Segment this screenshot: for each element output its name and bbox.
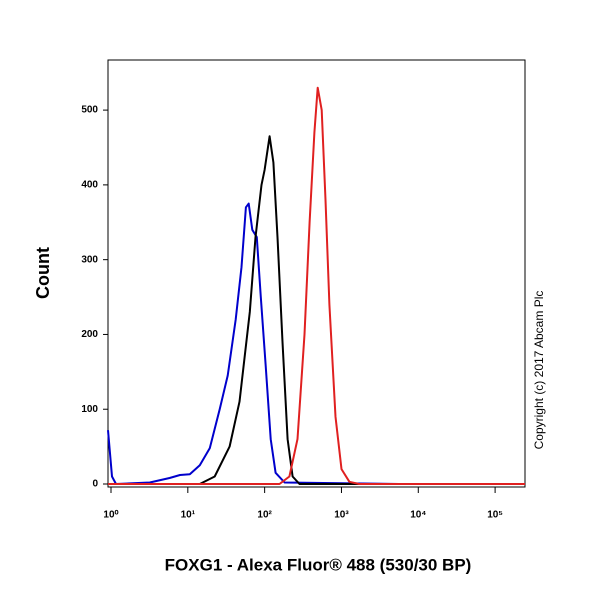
copyright: Copyright (c) 2017 Abcam Plc <box>532 291 546 450</box>
x-tick-label: 10⁴ <box>410 510 426 521</box>
x-tick-label: 10³ <box>334 510 349 521</box>
histogram-line <box>108 135 525 485</box>
y-axis-label: Count <box>33 247 53 299</box>
histogram-line <box>108 86 525 485</box>
histogram-line <box>107 202 525 485</box>
y-tick-label: 300 <box>81 254 98 265</box>
x-tick-label: 10⁰ <box>103 510 118 521</box>
y-tick-label: 100 <box>81 404 98 415</box>
x-tick-label: 10² <box>257 510 272 521</box>
y-tick-label: 0 <box>92 479 98 490</box>
plot-frame <box>107 59 526 488</box>
x-axis-label: FOXG1 - Alexa Fluor® 488 (530/30 BP) <box>165 555 472 574</box>
x-tick-label: 10¹ <box>181 510 196 521</box>
y-tick-label: 400 <box>81 180 98 191</box>
x-tick-label: 10⁵ <box>487 510 503 521</box>
y-tick-label: 200 <box>81 329 98 340</box>
y-tick-label: 500 <box>81 105 98 116</box>
